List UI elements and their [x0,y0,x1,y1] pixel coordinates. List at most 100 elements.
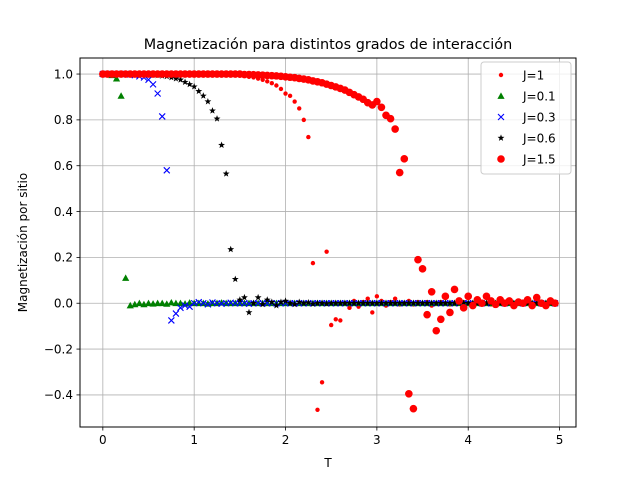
data-point [483,299,490,307]
y-tick-label: −0.4 [44,388,73,402]
data-point [373,97,381,106]
data-point [291,300,299,308]
data-point [306,134,311,140]
data-point [418,265,427,273]
data-point [274,83,279,88]
data-point [144,299,153,307]
legend-label: J=0.3 [522,110,556,124]
data-point [319,380,325,385]
data-point [333,317,338,322]
data-point [523,295,532,304]
data-point [176,299,185,307]
y-tick-label: 0.2 [54,251,73,265]
data-point [122,274,130,281]
y-tick-label: 0.6 [54,159,73,173]
data-point [272,301,280,309]
legend-item: J=0.3 [497,110,556,124]
x-axis-title: T [323,456,332,470]
legend-label: J=1.5 [522,152,556,166]
x-tick-label: 2 [282,433,290,447]
data-point [250,299,257,307]
data-point [149,80,157,88]
data-point [135,299,143,307]
data-point [301,117,306,123]
data-point [377,103,386,112]
data-point [217,299,226,306]
data-point [455,297,463,305]
data-point [245,299,253,307]
data-point [172,75,180,82]
data-point [370,310,375,315]
data-point [336,299,344,307]
data-point [459,304,468,312]
x-tick-label: 5 [556,433,564,447]
data-point [378,299,385,307]
data-point [186,303,194,311]
data-point [395,168,404,177]
y-tick-label: 1.0 [54,67,73,81]
data-point [186,80,194,88]
legend-marker-icon [497,134,505,141]
legend-marker-icon [498,72,504,78]
data-point [327,299,335,307]
data-point [254,293,262,301]
data-point [287,93,293,99]
data-point [181,78,189,85]
data-point [446,299,454,307]
data-point [227,245,235,253]
data-point [204,97,212,105]
legend-box [480,61,572,175]
data-point [328,322,334,328]
series-j-1-5 [99,70,559,413]
data-point [359,299,367,307]
data-point [315,407,320,413]
data-point [451,299,458,307]
data-point [392,296,398,301]
data-point [278,86,284,92]
legend-marker-icon [497,92,505,99]
data-point [323,300,331,307]
data-point [318,299,326,307]
data-point [528,301,536,310]
y-axis-title: Magnetización por sitio [16,173,30,312]
data-point [414,255,422,264]
data-point [460,299,468,307]
data-point [158,299,166,307]
data-point [265,79,270,84]
data-point [338,318,343,323]
y-tick-label: 0.4 [54,205,73,219]
data-point [283,91,288,96]
data-point [346,299,353,307]
y-tick-label: 0.8 [54,113,73,127]
data-point [245,308,253,316]
data-point [163,166,171,174]
data-point [236,296,244,303]
data-point [382,299,390,307]
legend-marker-icon [497,113,505,121]
x-tick-label: 0 [99,433,107,447]
data-point [437,299,445,307]
data-point [437,315,445,324]
data-point [154,299,162,307]
data-point [387,299,394,307]
data-point [195,87,203,95]
data-point [204,300,212,308]
legend-item: J=1.5 [497,152,556,166]
data-point [432,299,440,307]
data-point [154,90,162,97]
data-point [400,155,409,163]
data-point [533,299,541,307]
data-point [464,299,472,307]
y-tick-label: 0.0 [54,297,73,311]
data-point [373,299,381,307]
x-tick-label: 1 [190,433,198,447]
data-point [222,170,230,177]
axis-ticks: 0 1 2 3 4 5 −0.4 −0.2 0.0 0.2 0.4 0.6 0.8 1.0 [44,67,564,447]
chart-title: Magnetización para distintos grados de i… [144,37,512,53]
data-point [209,107,216,114]
data-point [286,299,294,307]
data-point [350,299,358,307]
legend-item: J=0.6 [497,131,556,145]
data-point [259,300,267,308]
